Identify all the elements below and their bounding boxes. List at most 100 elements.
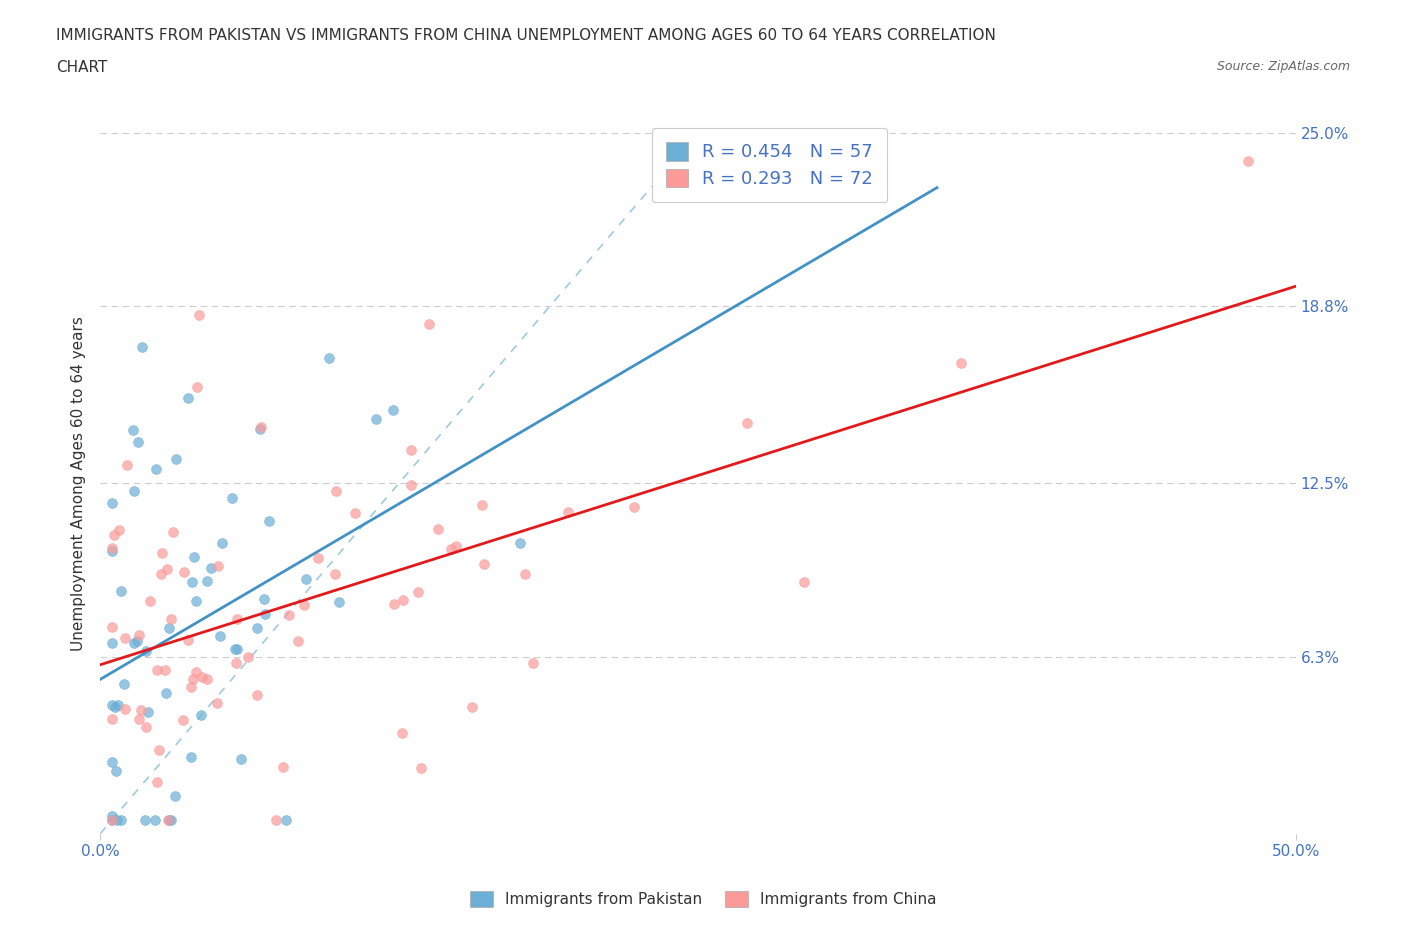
Point	[950, 355, 973, 370]
Point	[401, 442, 423, 457]
Point	[249, 421, 271, 436]
Point	[318, 351, 340, 365]
Point	[110, 812, 132, 827]
Point	[173, 565, 195, 579]
Point	[427, 522, 450, 537]
Point	[128, 628, 150, 643]
Point	[110, 583, 132, 598]
Point	[245, 620, 267, 635]
Point	[208, 628, 231, 643]
Point	[146, 775, 169, 790]
Point	[307, 551, 329, 565]
Point	[177, 633, 200, 648]
Point	[472, 557, 495, 572]
Point	[187, 308, 209, 323]
Point	[391, 726, 413, 741]
Point	[225, 641, 247, 656]
Point	[107, 698, 129, 712]
Point	[101, 698, 124, 712]
Point	[207, 558, 229, 573]
Point	[461, 700, 484, 715]
Point	[382, 403, 405, 418]
Point	[515, 566, 537, 581]
Point	[127, 434, 149, 449]
Point	[287, 633, 309, 648]
Point	[180, 680, 202, 695]
Point	[181, 575, 204, 590]
Point	[125, 633, 148, 648]
Point	[163, 789, 186, 804]
Point	[366, 411, 388, 426]
Point	[325, 484, 347, 498]
Point	[195, 574, 218, 589]
Point	[128, 711, 150, 726]
Point	[271, 760, 294, 775]
Point	[115, 458, 138, 472]
Point	[225, 656, 247, 671]
Text: CHART: CHART	[56, 60, 108, 75]
Point	[131, 339, 153, 354]
Point	[105, 812, 128, 827]
Point	[200, 561, 222, 576]
Point	[150, 566, 173, 581]
Point	[108, 523, 131, 538]
Point	[382, 597, 405, 612]
Point	[101, 635, 124, 650]
Point	[328, 594, 350, 609]
Point	[135, 720, 157, 735]
Point	[221, 491, 243, 506]
Point	[101, 812, 124, 827]
Point	[143, 812, 166, 827]
Point	[253, 591, 276, 606]
Point	[292, 598, 315, 613]
Point	[793, 575, 815, 590]
Point	[183, 550, 205, 565]
Point	[148, 743, 170, 758]
Point	[139, 594, 162, 609]
Point	[150, 546, 173, 561]
Point	[471, 498, 494, 513]
Point	[156, 562, 179, 577]
Point	[122, 422, 145, 437]
Point	[391, 592, 413, 607]
Point	[440, 542, 463, 557]
Point	[103, 528, 125, 543]
Point	[184, 665, 207, 680]
Point	[323, 567, 346, 582]
Point	[129, 702, 152, 717]
Text: IMMIGRANTS FROM PAKISTAN VS IMMIGRANTS FROM CHINA UNEMPLOYMENT AMONG AGES 60 TO : IMMIGRANTS FROM PAKISTAN VS IMMIGRANTS F…	[56, 28, 995, 43]
Y-axis label: Unemployment Among Ages 60 to 64 years: Unemployment Among Ages 60 to 64 years	[72, 316, 86, 651]
Point	[134, 812, 156, 827]
Point	[253, 606, 276, 621]
Point	[246, 688, 269, 703]
Point	[159, 812, 181, 827]
Point	[153, 663, 176, 678]
Point	[211, 536, 233, 551]
Point	[181, 671, 204, 686]
Point	[278, 608, 301, 623]
Point	[101, 544, 124, 559]
Point	[114, 677, 136, 692]
Point	[114, 631, 136, 645]
Point	[172, 713, 194, 728]
Point	[418, 316, 440, 331]
Point	[274, 812, 297, 827]
Point	[623, 499, 645, 514]
Point	[406, 584, 429, 599]
Point	[257, 513, 280, 528]
Point	[157, 621, 180, 636]
Point	[186, 593, 208, 608]
Point	[224, 642, 246, 657]
Point	[399, 477, 422, 492]
Point	[191, 670, 214, 684]
Point	[146, 662, 169, 677]
Point	[295, 572, 318, 587]
Point	[135, 644, 157, 658]
Legend: R = 0.454   N = 57, R = 0.293   N = 72: R = 0.454 N = 57, R = 0.293 N = 72	[652, 127, 887, 203]
Point	[101, 541, 124, 556]
Point	[557, 505, 579, 520]
Point	[101, 812, 124, 827]
Point	[114, 702, 136, 717]
Point	[522, 655, 544, 670]
Point	[344, 506, 367, 521]
